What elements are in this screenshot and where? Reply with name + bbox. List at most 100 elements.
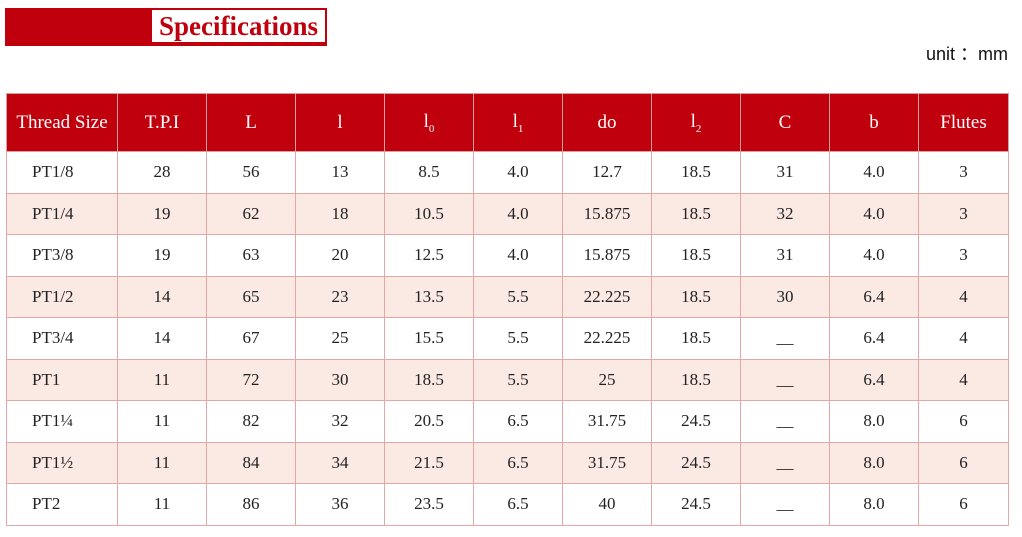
table-cell: 5.5 bbox=[473, 358, 563, 401]
table-cell: 15.5 bbox=[384, 317, 474, 360]
column-header: L bbox=[206, 93, 296, 152]
header-text: l bbox=[423, 110, 429, 132]
table-cell: 6.5 bbox=[473, 441, 563, 484]
table-cell: PT1/8 bbox=[6, 151, 118, 194]
table-cell: 3 bbox=[918, 151, 1009, 194]
table-row: PT1/8 28 56 13 8.5 4.0 12.7 18.5 31 4.0 3 bbox=[6, 151, 1009, 194]
table-cell: 11 bbox=[117, 400, 207, 443]
header-text: L bbox=[245, 111, 257, 133]
table-cell: 6.5 bbox=[473, 483, 563, 526]
table-cell: 19 bbox=[117, 192, 207, 235]
header-text: do bbox=[597, 111, 617, 133]
table-cell: 62 bbox=[206, 192, 296, 235]
table-cell: 25 bbox=[295, 317, 385, 360]
column-header: l1 bbox=[473, 93, 563, 152]
header-text: Thread Size bbox=[16, 111, 108, 133]
table-cell: 30 bbox=[740, 275, 830, 318]
table-cell: 25 bbox=[562, 358, 652, 401]
table-row: PT2 11 86 36 23.5 6.5 40 24.5 __ 8.0 6 bbox=[6, 483, 1009, 526]
table-cell: 22.225 bbox=[562, 317, 652, 360]
table-cell: PT2 bbox=[6, 483, 118, 526]
table-cell: PT3/8 bbox=[6, 234, 118, 277]
table-cell: __ bbox=[740, 441, 830, 484]
table-cell: 82 bbox=[206, 400, 296, 443]
table-cell: 23 bbox=[295, 275, 385, 318]
table-cell: 6.5 bbox=[473, 400, 563, 443]
table-cell: 15.875 bbox=[562, 192, 652, 235]
table-cell: 14 bbox=[117, 275, 207, 318]
column-header: do bbox=[562, 93, 652, 152]
table-row: PT3/4 14 67 25 15.5 5.5 22.225 18.5 __ 6.4 4 bbox=[6, 317, 1009, 360]
table-cell: 3 bbox=[918, 192, 1009, 235]
table-cell: 24.5 bbox=[651, 400, 741, 443]
table-cell: __ bbox=[740, 483, 830, 526]
table-cell: 5.5 bbox=[473, 275, 563, 318]
table-cell: PT3/4 bbox=[6, 317, 118, 360]
table-cell: 67 bbox=[206, 317, 296, 360]
table-cell: 18 bbox=[295, 192, 385, 235]
table-cell: 13.5 bbox=[384, 275, 474, 318]
table-cell: 18.5 bbox=[651, 192, 741, 235]
header-text: b bbox=[869, 111, 879, 133]
table-body: PT1/8 28 56 13 8.5 4.0 12.7 18.5 31 4.0 3 PT1/4 19 62… bbox=[6, 151, 1009, 526]
column-header: C bbox=[740, 93, 830, 152]
table-cell: PT1/4 bbox=[6, 192, 118, 235]
column-header: l2 bbox=[651, 93, 741, 152]
table-cell: 20 bbox=[295, 234, 385, 277]
table-row: PT1¼ 11 82 32 20.5 6.5 31.75 24.5 __ 8.0 6 bbox=[6, 400, 1009, 443]
column-header: l bbox=[295, 93, 385, 152]
table-cell: 4 bbox=[918, 317, 1009, 360]
table-cell: 32 bbox=[295, 400, 385, 443]
table-cell: 4.0 bbox=[829, 234, 919, 277]
table-cell: 32 bbox=[740, 192, 830, 235]
table-row: PT1/2 14 65 23 13.5 5.5 22.225 18.5 30 6.4 4 bbox=[6, 275, 1009, 318]
table-cell: 84 bbox=[206, 441, 296, 484]
table-cell: 18.5 bbox=[651, 151, 741, 194]
table-cell: __ bbox=[740, 358, 830, 401]
table-cell: 21.5 bbox=[384, 441, 474, 484]
table-cell: 4.0 bbox=[829, 192, 919, 235]
table-cell: 10.5 bbox=[384, 192, 474, 235]
column-header: b bbox=[829, 93, 919, 152]
header-text: l bbox=[337, 111, 343, 133]
table-cell: PT1/2 bbox=[6, 275, 118, 318]
header-subscript: 1 bbox=[517, 122, 524, 135]
table-cell: 4.0 bbox=[473, 192, 563, 235]
table-cell: 18.5 bbox=[651, 234, 741, 277]
table-cell: 86 bbox=[206, 483, 296, 526]
table-cell: 31.75 bbox=[562, 400, 652, 443]
table-cell: 8.5 bbox=[384, 151, 474, 194]
header-subscript: 0 bbox=[428, 122, 435, 135]
table-cell: 6.4 bbox=[829, 275, 919, 318]
table-cell: 18.5 bbox=[651, 317, 741, 360]
table-row: PT1/4 19 62 18 10.5 4.0 15.875 18.5 32 4.0 3 bbox=[6, 192, 1009, 235]
table-cell: 36 bbox=[295, 483, 385, 526]
header-subscript: 2 bbox=[695, 122, 702, 135]
title: Specifications bbox=[152, 10, 325, 42]
table-cell: 31 bbox=[740, 234, 830, 277]
table-cell: 19 bbox=[117, 234, 207, 277]
table-cell: 14 bbox=[117, 317, 207, 360]
table-cell: 4 bbox=[918, 275, 1009, 318]
table-cell: 6.4 bbox=[829, 317, 919, 360]
table-cell: 12.7 bbox=[562, 151, 652, 194]
table-cell: 20.5 bbox=[384, 400, 474, 443]
table-cell: 11 bbox=[117, 358, 207, 401]
column-header: T.P.I bbox=[117, 93, 207, 152]
table-cell: PT1 bbox=[6, 358, 118, 401]
column-header: Flutes bbox=[918, 93, 1009, 152]
table-cell: 18.5 bbox=[651, 358, 741, 401]
table-cell: 4.0 bbox=[473, 234, 563, 277]
table-cell: 18.5 bbox=[384, 358, 474, 401]
header-text: T.P.I bbox=[144, 111, 180, 133]
header-text: Flutes bbox=[940, 111, 987, 133]
table-row: PT1½ 11 84 34 21.5 6.5 31.75 24.5 __ 8.0 6 bbox=[6, 441, 1009, 484]
table-cell: 72 bbox=[206, 358, 296, 401]
table-cell: 15.875 bbox=[562, 234, 652, 277]
table-cell: 31 bbox=[740, 151, 830, 194]
table-cell: __ bbox=[740, 317, 830, 360]
